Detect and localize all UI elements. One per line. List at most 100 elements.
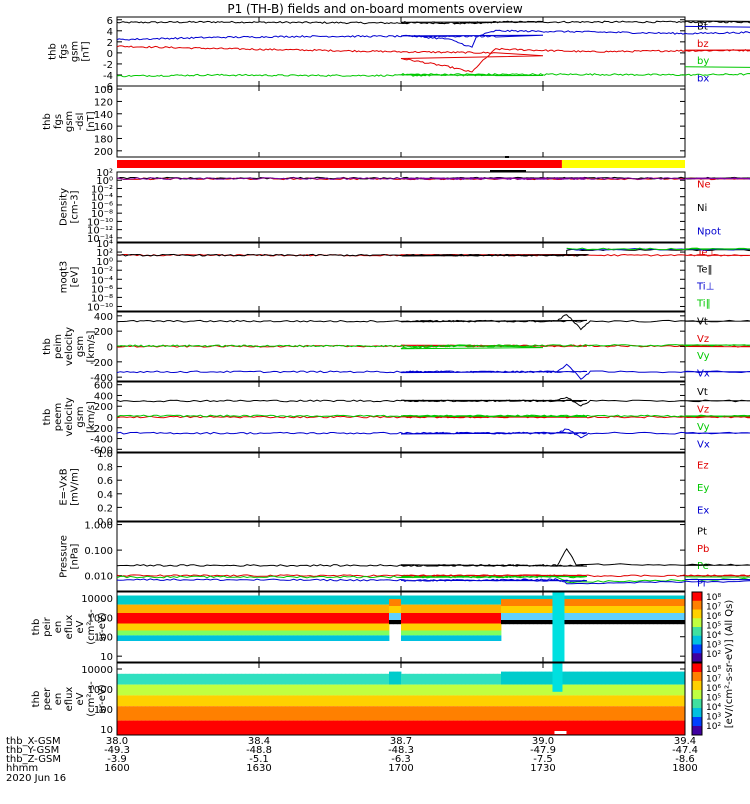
spectrogram-cell [457, 721, 461, 735]
spectrogram-cell [665, 706, 669, 720]
colorbar-tick: 10⁶ [706, 684, 721, 694]
spectrogram-cell [337, 685, 341, 696]
spectrogram-cell [549, 721, 553, 735]
spectrogram-cell [365, 635, 369, 641]
spectrogram-cell [417, 685, 421, 696]
legend-Ey: Ey [697, 483, 709, 494]
spectrogram-cell [413, 624, 417, 631]
spectrogram-cell [345, 674, 349, 685]
spectrogram-cell [265, 624, 269, 631]
spectrogram-cell [325, 624, 329, 631]
legend-Vz: Vz [697, 404, 709, 415]
spectrogram-cell [517, 613, 521, 620]
spectrogram-cell [201, 605, 205, 613]
spectrogram-cell [597, 599, 601, 606]
spectrogram-cell [665, 695, 669, 706]
spectrogram-cell [273, 631, 277, 636]
spectrogram-cell [369, 674, 373, 685]
spectrogram-cell [565, 695, 569, 706]
spectrogram-cell [665, 599, 669, 606]
spectrogram-cell [273, 685, 277, 696]
spectrogram-cell [513, 721, 517, 735]
spectrogram-cell [237, 631, 241, 636]
spectrogram-cell [269, 674, 273, 685]
spectrogram-cell [541, 620, 545, 624]
spectrogram-cell [305, 605, 309, 613]
spectrogram-cell [653, 613, 657, 620]
spectrogram-cell [637, 695, 641, 706]
spectrogram-cell [129, 605, 133, 613]
spectrogram-cell [625, 672, 629, 685]
spectrogram-cell [157, 631, 161, 636]
spectrogram-cell [465, 695, 469, 706]
spectrogram-cell [513, 672, 517, 685]
spectrogram-cell [321, 635, 325, 641]
spectrogram-cell [645, 596, 649, 600]
y-tick-label: 180 [94, 134, 113, 145]
y-tick-label: -2 [103, 60, 113, 71]
spectrogram-cell [637, 596, 641, 600]
spectrogram-cell [433, 721, 437, 735]
spectrogram-cell [561, 706, 565, 720]
spectrogram-cell [473, 674, 477, 685]
y-axis-label: fgs [53, 114, 64, 129]
spectrogram-cell [617, 613, 621, 620]
spectrogram-cell [137, 596, 141, 605]
series-Bt [117, 21, 750, 24]
spectrogram-cell [489, 635, 493, 641]
spectrogram-cell [621, 596, 625, 600]
status-bar-segment [562, 160, 685, 168]
spectrogram-cell [389, 620, 393, 624]
spectrogram-cell [309, 706, 313, 720]
y-tick-label: 100 [94, 705, 113, 716]
spectrogram-cell [529, 685, 533, 696]
spectrogram-cell [461, 706, 465, 720]
spectrogram-cell [649, 695, 653, 706]
y-axis-label: moqt3 [59, 261, 70, 294]
spectrogram-cell [297, 685, 301, 696]
spectrogram-cell [245, 624, 249, 631]
spectrogram-cell [117, 685, 121, 696]
y-axis-label: peer [42, 687, 53, 711]
series-Vt [117, 397, 750, 406]
spectrogram-cell [505, 596, 509, 600]
spectrogram-cell [585, 721, 589, 735]
spectrogram-cell [449, 706, 453, 720]
spectrogram-cell [445, 624, 449, 631]
spectrogram-cell [673, 706, 677, 720]
spectrogram-cell [357, 706, 361, 720]
y-axis-label: thb [31, 619, 42, 636]
spectrogram-cell [173, 695, 177, 706]
spectrogram-cell [301, 631, 305, 636]
spectrogram-cell [673, 685, 677, 696]
spectrogram-cell [197, 631, 201, 636]
spectrogram-cell [257, 596, 261, 605]
spectrogram-cell [385, 613, 389, 624]
y-axis-label: gsm [64, 111, 75, 132]
spectrogram-cell [125, 631, 129, 636]
spectrogram-cell [205, 685, 209, 696]
spectrogram-cell [429, 721, 433, 735]
spectrogram-cell [253, 635, 257, 641]
spectrogram-cell [337, 613, 341, 624]
spectrogram-cell [305, 635, 309, 641]
spectrogram-cell [157, 624, 161, 631]
spectrogram-cell [353, 721, 357, 735]
y-axis-label: peem [53, 403, 64, 431]
spectrogram-cell [153, 631, 157, 636]
spectrogram-cell [465, 721, 469, 735]
spectrogram-cell [357, 613, 361, 624]
spectrogram-cell [545, 620, 549, 624]
spectrogram-cell [409, 706, 413, 720]
spectrogram-cell [661, 620, 665, 624]
spectrogram-cell [341, 613, 345, 624]
spectrogram-cell [321, 596, 325, 605]
colorbar-label: [eV/(cm²-s-sr-eV)] (All Qs) [724, 600, 735, 729]
spectrogram-cell [577, 596, 581, 600]
spectrogram-cell [573, 695, 577, 706]
spectrogram-cell [189, 624, 193, 631]
legend-Vz: Vz [697, 334, 709, 345]
y-tick-label: 400 [94, 312, 113, 323]
spectrogram-cell [145, 721, 149, 735]
spectrogram-cell [333, 721, 337, 735]
